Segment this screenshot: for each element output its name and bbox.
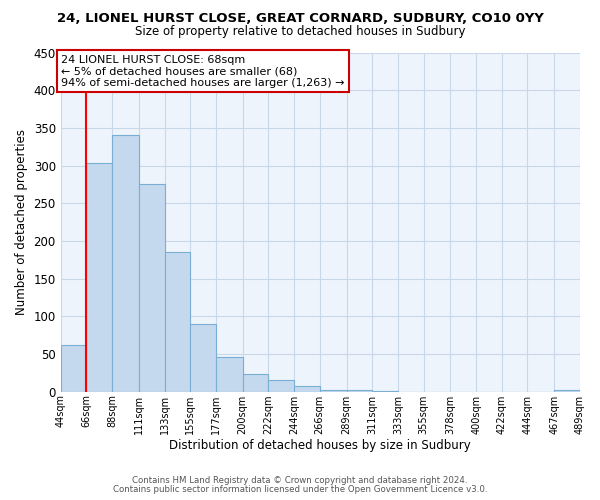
X-axis label: Distribution of detached houses by size in Sudbury: Distribution of detached houses by size … bbox=[169, 440, 471, 452]
Bar bbox=[243, 374, 268, 392]
Text: 24, LIONEL HURST CLOSE, GREAT CORNARD, SUDBURY, CO10 0YY: 24, LIONEL HURST CLOSE, GREAT CORNARD, S… bbox=[56, 12, 544, 26]
Bar bbox=[372, 391, 398, 392]
Bar bbox=[268, 380, 294, 392]
Bar bbox=[347, 390, 372, 392]
Bar bbox=[294, 386, 320, 392]
Text: Size of property relative to detached houses in Sudbury: Size of property relative to detached ho… bbox=[135, 25, 465, 38]
Bar bbox=[112, 136, 139, 392]
Bar bbox=[86, 164, 112, 392]
Bar bbox=[216, 357, 243, 392]
Text: 24 LIONEL HURST CLOSE: 68sqm
← 5% of detached houses are smaller (68)
94% of sem: 24 LIONEL HURST CLOSE: 68sqm ← 5% of det… bbox=[61, 55, 345, 88]
Bar bbox=[320, 390, 347, 392]
Bar bbox=[190, 324, 216, 392]
Bar bbox=[139, 184, 164, 392]
Text: Contains HM Land Registry data © Crown copyright and database right 2024.: Contains HM Land Registry data © Crown c… bbox=[132, 476, 468, 485]
Y-axis label: Number of detached properties: Number of detached properties bbox=[15, 129, 28, 315]
Bar bbox=[61, 345, 86, 392]
Bar bbox=[554, 390, 580, 392]
Bar bbox=[164, 252, 190, 392]
Text: Contains public sector information licensed under the Open Government Licence v3: Contains public sector information licen… bbox=[113, 485, 487, 494]
